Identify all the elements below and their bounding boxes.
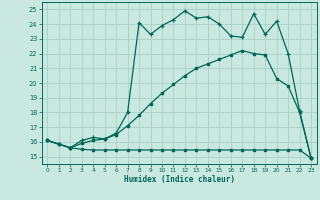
X-axis label: Humidex (Indice chaleur): Humidex (Indice chaleur) (124, 175, 235, 184)
